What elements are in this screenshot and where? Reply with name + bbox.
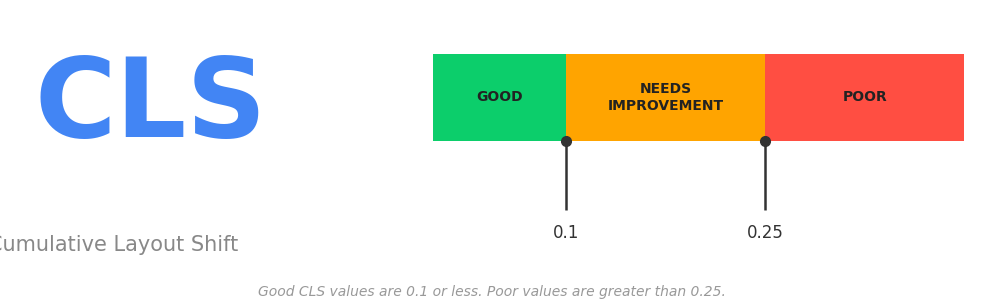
Text: Good CLS values are 0.1 or less. Poor values are greater than 0.25.: Good CLS values are 0.1 or less. Poor va… (258, 285, 726, 299)
Text: POOR: POOR (842, 91, 887, 104)
Bar (766, 54, 964, 141)
Bar (566, 54, 766, 141)
Text: NEEDS
IMPROVEMENT: NEEDS IMPROVEMENT (607, 82, 723, 113)
Text: 0.1: 0.1 (553, 224, 579, 242)
Bar (433, 54, 566, 141)
Text: Cumulative Layout Shift: Cumulative Layout Shift (0, 235, 238, 255)
Text: GOOD: GOOD (476, 91, 523, 104)
Text: 0.25: 0.25 (747, 224, 783, 242)
Text: CLS: CLS (34, 53, 267, 160)
